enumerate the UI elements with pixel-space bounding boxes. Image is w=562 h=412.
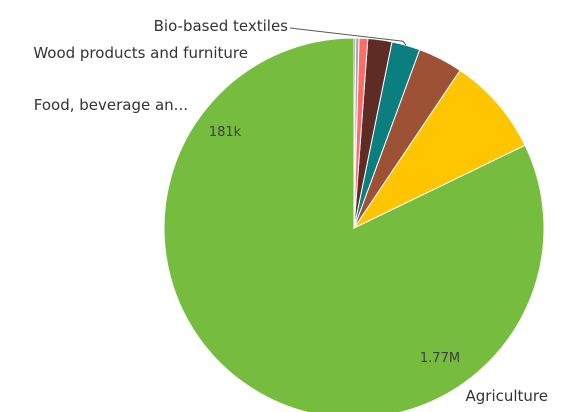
data-label-agriculture: 1.77M [420, 351, 460, 366]
outer-label-agriculture: Agriculture [466, 387, 549, 405]
outer-label-food-beverage: Food, beverage an... [34, 96, 188, 114]
pie-slice-unlabeled-7[interactable] [353, 37, 357, 229]
data-label-food-beverage: 181k [209, 125, 242, 140]
outer-label-wood-products: Wood products and furniture [33, 44, 248, 62]
pie-slices [163, 37, 545, 412]
pie-labels: 1.77M 181k Agriculture Food, beverage an… [33, 17, 548, 405]
leader-lines [289, 27, 407, 46]
pie-slice-food-beverage-and-tobacco[interactable] [352, 69, 526, 230]
outer-label-bio-textiles: Bio-based textiles [154, 17, 289, 35]
leader-line-3 [289, 27, 407, 46]
